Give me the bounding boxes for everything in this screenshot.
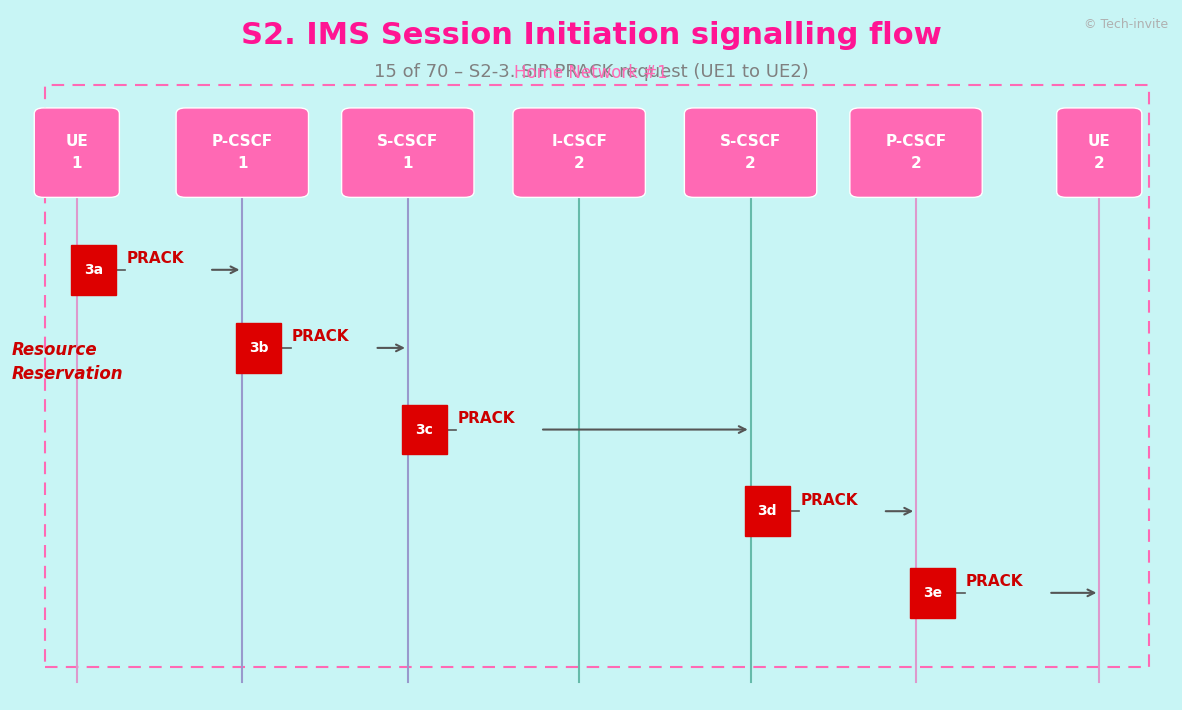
FancyBboxPatch shape: [342, 108, 474, 197]
FancyBboxPatch shape: [513, 108, 645, 197]
Text: 2: 2: [745, 155, 756, 171]
Text: 1: 1: [72, 155, 82, 171]
Text: PRACK: PRACK: [126, 251, 184, 266]
FancyBboxPatch shape: [910, 568, 955, 618]
FancyBboxPatch shape: [1057, 108, 1142, 197]
Text: S2. IMS Session Initiation signalling flow: S2. IMS Session Initiation signalling fl…: [241, 21, 941, 50]
Text: © Tech-invite: © Tech-invite: [1084, 18, 1168, 31]
Text: 3a: 3a: [84, 263, 103, 277]
FancyBboxPatch shape: [71, 245, 116, 295]
Text: 2: 2: [1093, 155, 1105, 171]
FancyBboxPatch shape: [236, 323, 281, 373]
Text: S-CSCF: S-CSCF: [377, 134, 439, 150]
FancyBboxPatch shape: [684, 108, 817, 197]
Text: 2: 2: [573, 155, 585, 171]
Text: 3b: 3b: [249, 341, 268, 355]
Text: Home Network #1: Home Network #1: [514, 64, 668, 82]
Text: PRACK: PRACK: [800, 493, 858, 508]
Text: PRACK: PRACK: [292, 329, 350, 344]
Text: 3d: 3d: [758, 504, 777, 518]
Text: PRACK: PRACK: [457, 411, 515, 426]
Text: Resource
Reservation: Resource Reservation: [12, 342, 123, 383]
Text: UE: UE: [1087, 134, 1111, 150]
Text: PRACK: PRACK: [966, 574, 1024, 589]
Text: S-CSCF: S-CSCF: [720, 134, 781, 150]
Text: I-CSCF: I-CSCF: [551, 134, 608, 150]
Text: 15 of 70 – S2-3. SIP PRACK request (UE1 to UE2): 15 of 70 – S2-3. SIP PRACK request (UE1 …: [374, 63, 808, 82]
Text: P-CSCF: P-CSCF: [885, 134, 947, 150]
FancyBboxPatch shape: [745, 486, 790, 536]
FancyBboxPatch shape: [176, 108, 309, 197]
Text: 1: 1: [238, 155, 247, 171]
Text: 2: 2: [910, 155, 922, 171]
Text: P-CSCF: P-CSCF: [212, 134, 273, 150]
Text: 1: 1: [403, 155, 413, 171]
Text: 3e: 3e: [923, 586, 942, 600]
FancyBboxPatch shape: [402, 405, 447, 454]
FancyBboxPatch shape: [34, 108, 119, 197]
FancyBboxPatch shape: [850, 108, 982, 197]
Text: UE: UE: [65, 134, 89, 150]
Text: 3c: 3c: [415, 422, 434, 437]
